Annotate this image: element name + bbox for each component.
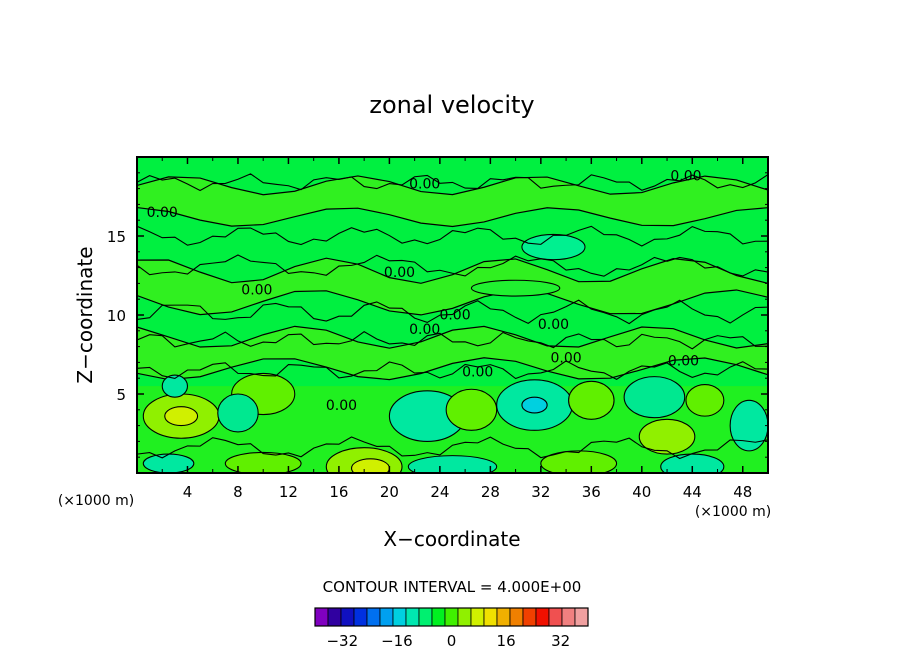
colorbar-swatch — [535, 607, 550, 627]
colorbar-swatch — [353, 607, 368, 627]
colorbar-swatch — [366, 607, 381, 627]
field-blob — [470, 279, 561, 297]
x-axis-ticks: 4 8 12 16 20 24 28 32 36 40 44 48 — [161, 157, 752, 501]
colorbar-label: 32 — [551, 632, 570, 650]
colorbar-swatch — [431, 607, 446, 627]
contour-line — [137, 254, 768, 277]
colorbar-label: 0 — [447, 632, 457, 650]
colorbar-swatch — [470, 607, 485, 627]
colorbar-labels: −32 −16 0 16 32 — [326, 632, 570, 650]
colorbar-swatch — [418, 607, 433, 627]
contour-line — [137, 360, 768, 381]
y-axis-ticks: 5 10 15 — [107, 172, 768, 458]
colorbar-label: −32 — [326, 632, 358, 650]
colorbar-swatch — [561, 607, 576, 627]
x-units-right: (×1000 m) — [695, 504, 771, 520]
chart-title: zonal velocity — [369, 91, 534, 119]
x-tick-label: 48 — [733, 483, 752, 501]
field-blob — [445, 388, 498, 431]
x-tick-label: 12 — [279, 483, 298, 501]
contour-label: 0.00 — [439, 308, 470, 324]
field-blob — [161, 374, 189, 398]
contour-label: 0.00 — [550, 350, 581, 366]
contour-label: 0.00 — [326, 398, 357, 414]
colorbar-swatch — [509, 607, 524, 627]
colorbar-swatch — [457, 607, 472, 627]
colorbar — [314, 607, 589, 627]
x-tick-label: 32 — [531, 483, 550, 501]
x-units-left: (×1000 m) — [58, 493, 134, 509]
contour-interval-text: CONTOUR INTERVAL = 4.000E+00 — [323, 578, 582, 596]
contour-line — [137, 173, 768, 192]
contour-line — [137, 225, 768, 247]
colorbar-swatch — [340, 607, 355, 627]
colorbar-swatch — [483, 607, 498, 627]
y-tick-label: 15 — [107, 228, 126, 246]
x-tick-label: 24 — [430, 483, 449, 501]
colorbar-label: −16 — [381, 632, 413, 650]
field-blob — [407, 455, 498, 473]
contour-label: 0.00 — [409, 177, 440, 193]
field-blob — [521, 396, 548, 414]
x-tick-label: 36 — [582, 483, 601, 501]
contour-label: 0.00 — [670, 169, 701, 185]
contour-line — [137, 331, 768, 350]
colorbar-swatch — [379, 607, 394, 627]
field-blob — [142, 453, 195, 473]
contour-label: 0.00 — [409, 322, 440, 338]
contour-label: 0.00 — [668, 354, 699, 370]
colorbar-label: 16 — [497, 632, 516, 650]
colorbar-swatch — [522, 607, 537, 627]
x-tick-label: 16 — [329, 483, 348, 501]
field-blob — [350, 458, 390, 473]
colorbar-swatch — [392, 607, 407, 627]
field-wave — [137, 325, 768, 381]
colorbar-swatch — [314, 607, 329, 627]
field-blob — [568, 380, 615, 420]
field-blob — [638, 418, 696, 455]
field-blob — [685, 383, 725, 417]
colorbar-swatch — [496, 607, 511, 627]
x-tick-label: 8 — [233, 483, 243, 501]
field-blob — [729, 399, 768, 452]
contour-label: 0.00 — [241, 282, 272, 298]
contour-line — [137, 299, 768, 325]
colorbar-frame — [314, 607, 589, 627]
x-axis-label: X−coordinate — [383, 527, 520, 551]
colorbar-swatch — [327, 607, 342, 627]
colorbar-swatch — [574, 607, 589, 627]
contour-label: 0.00 — [538, 317, 569, 333]
colorbar-swatch — [405, 607, 420, 627]
x-tick-label: 44 — [683, 483, 702, 501]
contour-line — [137, 436, 768, 460]
colorbar-swatch — [444, 607, 459, 627]
contour-label: 0.00 — [462, 365, 493, 381]
x-tick-label: 20 — [380, 483, 399, 501]
x-tick-label: 28 — [481, 483, 500, 501]
contour-labels: 0.000.000.000.00 0.000.000.000.000.000.00… — [147, 169, 702, 414]
field-blob — [164, 406, 199, 427]
field-blob — [623, 376, 686, 419]
contour-label: 0.00 — [147, 205, 178, 221]
contour-field — [137, 157, 768, 473]
colorbar-swatch — [548, 607, 563, 627]
field-blob — [224, 451, 302, 473]
y-tick-label: 5 — [116, 386, 126, 404]
x-tick-label: 40 — [632, 483, 651, 501]
field-blob — [540, 450, 618, 473]
contour-label: 0.00 — [384, 265, 415, 281]
y-tick-label: 10 — [107, 307, 126, 325]
y-axis-label: Z−coordinate — [73, 246, 97, 383]
field-blob — [217, 393, 259, 433]
plot-area: 0.000.000.000.00 0.000.000.000.000.000.00… — [107, 156, 769, 501]
x-tick-label: 4 — [183, 483, 193, 501]
field-wave — [137, 175, 768, 228]
field-blob — [521, 233, 586, 261]
